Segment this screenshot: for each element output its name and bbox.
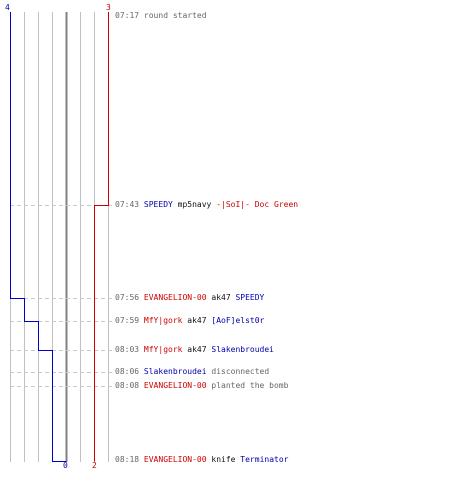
grid-lines — [10, 12, 109, 462]
event-actor: MfY|gork — [143, 345, 183, 354]
event-actor: Slakenbroudei — [143, 367, 207, 376]
blue-start-count: 4 — [5, 3, 10, 12]
event-victim: SPEEDY — [235, 293, 265, 302]
event-action: disconnected — [211, 367, 270, 376]
event-actor: EVANGELION-00 — [143, 455, 207, 464]
red-start-count: 3 — [106, 3, 111, 12]
event-action: planted the bomb — [211, 381, 289, 390]
event-time: 08:03 — [115, 345, 140, 354]
event-time: 07:17 — [115, 11, 140, 20]
blue-team-line — [10, 12, 67, 462]
red-team-line — [94, 12, 109, 462]
event-victim: Slakenbroudei — [211, 345, 274, 354]
event-time: 08:18 — [115, 455, 140, 464]
event-row: 07:17 round started — [115, 11, 207, 21]
event-weapon: mp5navy — [177, 200, 212, 209]
event-row: 07:59 MfY|gork ak47 [AoF]elst0r — [115, 316, 264, 326]
event-row: 08:06 Slakenbroudei disconnected — [115, 367, 269, 377]
event-time: 08:06 — [115, 367, 140, 376]
event-actor: EVANGELION-00 — [143, 293, 207, 302]
event-weapon: ak47 — [187, 345, 207, 354]
event-time: 07:43 — [115, 200, 140, 209]
event-actor: EVANGELION-00 — [143, 381, 207, 390]
event-weapon: knife — [211, 455, 236, 464]
event-actor: SPEEDY — [143, 200, 173, 209]
event-victim: [AoF]elst0r — [211, 316, 265, 325]
event-row: 07:43 SPEEDY mp5navy -|SoI|- Doc Green — [115, 200, 298, 210]
event-time: 07:56 — [115, 293, 140, 302]
event-victim: Terminator — [240, 455, 289, 464]
event-time: 07:59 — [115, 316, 140, 325]
event-dashed-lines — [10, 205, 112, 387]
event-row: 08:08 EVANGELION-00 planted the bomb — [115, 381, 288, 391]
event-time: 08:08 — [115, 381, 140, 390]
red-end-count: 2 — [92, 461, 97, 470]
event-row: 08:18 EVANGELION-00 knife Terminator — [115, 455, 288, 465]
event-message: round started — [143, 11, 207, 20]
event-actor: MfY|gork — [143, 316, 183, 325]
event-victim: -|SoI|- Doc Green — [216, 200, 299, 209]
event-weapon: ak47 — [187, 316, 207, 325]
event-row: 07:56 EVANGELION-00 ak47 SPEEDY — [115, 293, 264, 303]
blue-end-count: 0 — [63, 461, 68, 470]
event-weapon: ak47 — [211, 293, 231, 302]
event-row: 08:03 MfY|gork ak47 Slakenbroudei — [115, 345, 274, 355]
